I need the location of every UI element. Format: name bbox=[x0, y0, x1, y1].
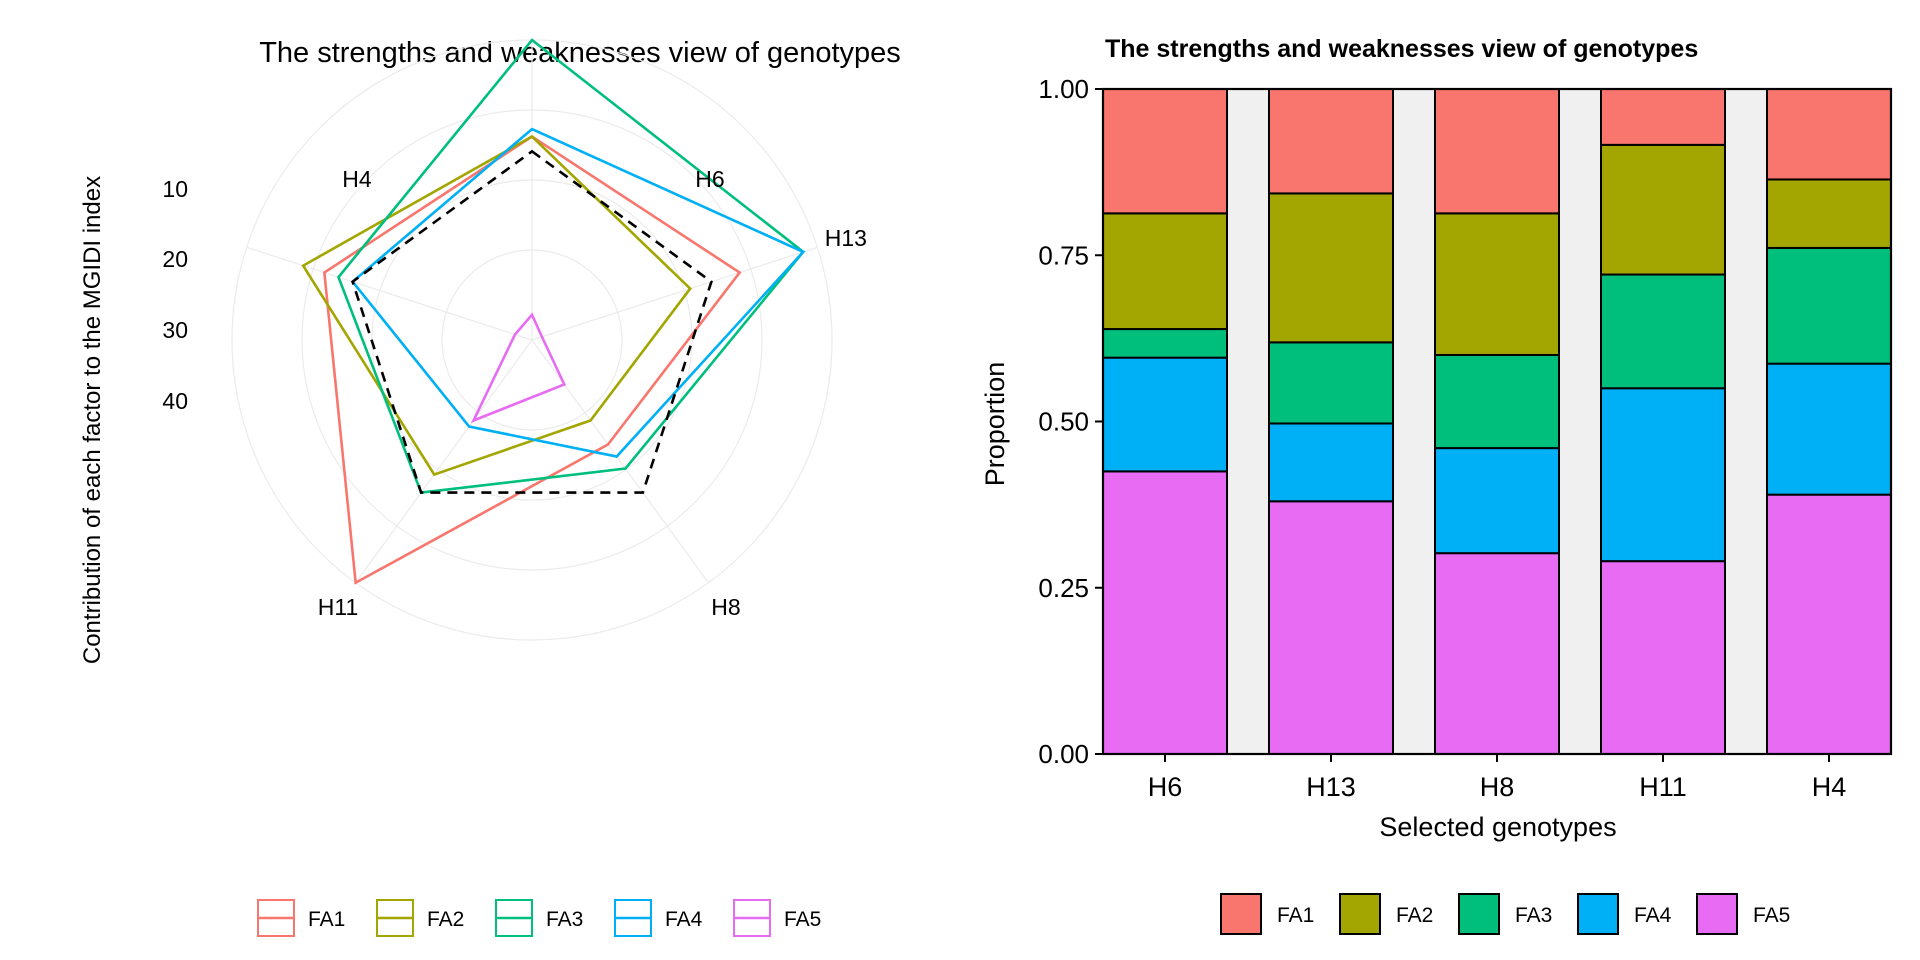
bar-ylabel: Proportion bbox=[980, 362, 1010, 487]
bar-legend-label: FA1 bbox=[1277, 904, 1314, 927]
bar-legend-key bbox=[1696, 893, 1738, 935]
bar-legend-key bbox=[1577, 893, 1619, 935]
radar-grid: 10 20 30 40 bbox=[162, 39, 833, 641]
bar-segment-h6-fa4 bbox=[1102, 356, 1228, 473]
radar-legend-label: FA5 bbox=[784, 908, 821, 931]
bar-segment-h13-fa2 bbox=[1268, 192, 1394, 344]
bar-gap-fill bbox=[1724, 88, 1768, 755]
bar-segment-h11-fa1 bbox=[1600, 88, 1726, 146]
radar-spoke bbox=[531, 339, 709, 584]
radar-category-label: H8 bbox=[711, 594, 740, 620]
radar-legend-label: FA2 bbox=[427, 908, 464, 931]
radar-legend-label: FA3 bbox=[546, 908, 583, 931]
bar-title: The strengths and weaknesses view of gen… bbox=[1105, 35, 1698, 63]
bar-segment-h8-fa4 bbox=[1434, 447, 1560, 555]
radar-category-label: H6 bbox=[695, 166, 724, 192]
bar-segment-h13-fa1 bbox=[1268, 88, 1394, 195]
radar-title: The strengths and weaknesses view of gen… bbox=[259, 37, 901, 69]
bar-legend: FA1 FA2 FA3 FA4 FA5 bbox=[1220, 893, 1790, 935]
bar-segment-h13-fa4 bbox=[1268, 422, 1394, 503]
bar-legend-item-fa4: FA4 bbox=[1577, 893, 1672, 935]
bar-segment-h4-fa3 bbox=[1766, 246, 1892, 365]
radar-series-group bbox=[301, 38, 806, 585]
bar-legend-key bbox=[1339, 893, 1381, 935]
bar-segment-h6-fa3 bbox=[1102, 328, 1228, 359]
bar-segment-h4-fa4 bbox=[1766, 362, 1892, 496]
bar-legend-key bbox=[1458, 893, 1500, 935]
bar-x-tick-label: H13 bbox=[1306, 772, 1356, 802]
radar-legend-label: FA1 bbox=[308, 908, 345, 931]
bar-gap-fill bbox=[1392, 88, 1436, 755]
radar-series-fa5 bbox=[470, 312, 567, 423]
bar-legend-item-fa5: FA5 bbox=[1696, 893, 1790, 935]
radar-spoke bbox=[246, 246, 533, 341]
radar-legend: FA1 FA2 FA3 FA4 FA5 bbox=[257, 899, 821, 937]
bar-segment-h4-fa1 bbox=[1766, 88, 1892, 181]
bar-legend-label: FA2 bbox=[1396, 904, 1433, 927]
bar-x-tick-label: H11 bbox=[1639, 772, 1687, 802]
bar-y-tick-label: 0.50 bbox=[1038, 407, 1089, 437]
bar-segment-h13-fa5 bbox=[1268, 500, 1394, 755]
bar-segment-h6-fa5 bbox=[1102, 470, 1228, 755]
radar-ylabel: Contribution of each factor to the MGIDI… bbox=[79, 176, 106, 664]
bar-x-tick-label: H4 bbox=[1812, 772, 1847, 802]
bar-segment-h4-fa5 bbox=[1766, 493, 1892, 755]
radar-spoke bbox=[355, 339, 533, 584]
radar-chart: The strengths and weaknesses view of gen… bbox=[79, 37, 901, 937]
radar-radial-tick: 30 bbox=[162, 317, 188, 343]
radar-axis-labels: H6 H13 H8 H11 H4 bbox=[318, 166, 867, 620]
stacked-bar-chart: The strengths and weaknesses view of gen… bbox=[980, 35, 1893, 935]
radar-spoke bbox=[531, 246, 818, 341]
bar-segment-h11-fa4 bbox=[1600, 387, 1726, 563]
bar-gap-fill bbox=[1558, 88, 1602, 755]
bar-segment-h11-fa3 bbox=[1600, 273, 1726, 390]
bar-axes: 0.00 0.25 0.50 0.75 1.00 H6 H13 H8 H11 H4 bbox=[1038, 74, 1893, 802]
bar-legend-label: FA5 bbox=[1753, 904, 1790, 927]
bar-x-tick-label: H8 bbox=[1480, 772, 1515, 802]
bar-legend-key bbox=[1220, 893, 1262, 935]
bar-segment-h8-fa1 bbox=[1434, 88, 1560, 215]
radar-category-label: H11 bbox=[318, 594, 359, 620]
radar-reference-line bbox=[351, 149, 713, 494]
radar-category-label: H4 bbox=[342, 166, 372, 192]
bar-legend-label: FA4 bbox=[1634, 904, 1672, 927]
bar-y-tick-label: 0.25 bbox=[1038, 573, 1089, 603]
radar-legend-item-fa2: FA2 bbox=[376, 899, 464, 937]
bar-legend-item-fa3: FA3 bbox=[1458, 893, 1552, 935]
radar-legend-item-fa3: FA3 bbox=[495, 899, 583, 937]
bar-segment-h4-fa2 bbox=[1766, 178, 1892, 249]
radar-radial-tick: 40 bbox=[162, 388, 188, 414]
bar-segment-h11-fa5 bbox=[1600, 560, 1726, 756]
bar-y-tick-label: 0.75 bbox=[1038, 240, 1089, 270]
bar-x-tick-label: H6 bbox=[1148, 772, 1183, 802]
bar-gap-fill bbox=[1226, 88, 1270, 755]
bar-segments bbox=[1102, 88, 1892, 756]
radar-legend-label: FA4 bbox=[665, 908, 703, 931]
radar-radial-tick: 20 bbox=[162, 246, 188, 272]
bar-xlabel: Selected genotypes bbox=[1379, 812, 1616, 842]
radar-series-fa4 bbox=[350, 127, 806, 458]
bar-legend-item-fa2: FA2 bbox=[1339, 893, 1433, 935]
radar-series-fa3 bbox=[337, 38, 806, 495]
bar-legend-label: FA3 bbox=[1515, 904, 1552, 927]
bar-y-tick-label: 1.00 bbox=[1038, 74, 1089, 104]
radar-radial-tick: 10 bbox=[162, 176, 188, 202]
bar-y-tick-label: 0.00 bbox=[1038, 739, 1089, 769]
bar-segment-h8-fa3 bbox=[1434, 354, 1560, 450]
radar-legend-item-fa1: FA1 bbox=[257, 899, 345, 937]
bar-segment-h6-fa2 bbox=[1102, 212, 1228, 331]
radar-series-fa2 bbox=[301, 134, 692, 477]
bar-segment-h8-fa5 bbox=[1434, 552, 1560, 755]
radar-legend-item-fa5: FA5 bbox=[733, 899, 821, 937]
radar-category-label: H13 bbox=[825, 225, 867, 251]
bar-segment-h8-fa2 bbox=[1434, 212, 1560, 356]
bar-segment-h13-fa3 bbox=[1268, 341, 1394, 425]
bar-segment-h6-fa1 bbox=[1102, 88, 1228, 215]
radar-series-fa1 bbox=[322, 134, 742, 585]
radar-legend-item-fa4: FA4 bbox=[614, 899, 703, 937]
bar-legend-item-fa1: FA1 bbox=[1220, 893, 1314, 935]
bar-segment-h11-fa2 bbox=[1600, 143, 1726, 276]
